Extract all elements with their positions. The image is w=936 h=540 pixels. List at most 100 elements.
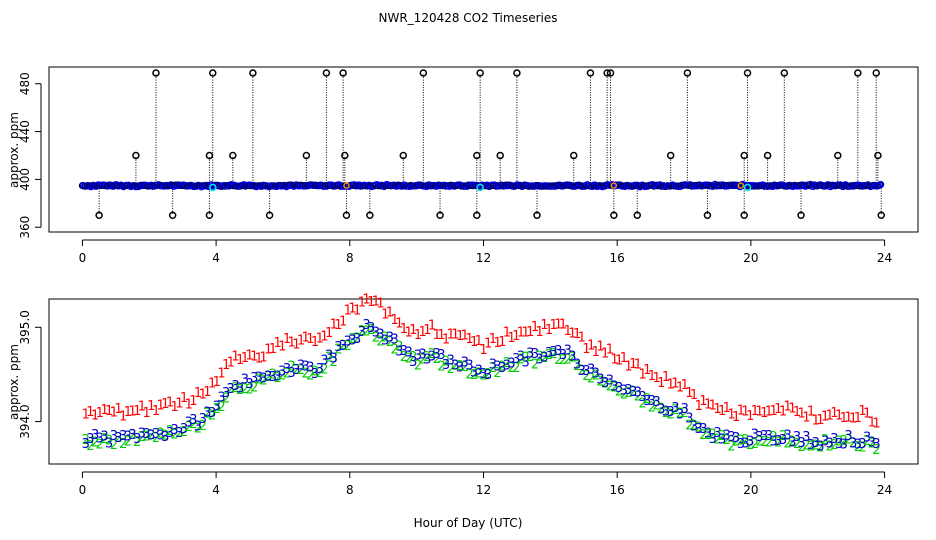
series-3-point: 3: [419, 348, 427, 363]
series-1-point: 1: [348, 301, 356, 316]
series-2-point: 2: [100, 432, 108, 447]
baseline-point-cyan: [476, 183, 484, 192]
series-1-point: 1: [671, 376, 679, 391]
series-3-point: 3: [161, 430, 169, 445]
series-2-point: 2: [316, 366, 324, 381]
spike-point-high: [496, 151, 504, 160]
series-3-point: 3: [812, 436, 820, 451]
spike-point-high: [606, 69, 615, 77]
series-2-point: 2: [339, 339, 347, 354]
series-3-point: 3: [713, 426, 721, 441]
series-3-point: 3: [292, 363, 300, 378]
series-1-point: 1: [765, 404, 773, 419]
top-y-tick-label: 360: [18, 216, 32, 239]
series-3-point: 3: [372, 325, 380, 340]
series-3-point: 3: [451, 359, 459, 374]
series-2-point: 2: [381, 331, 389, 346]
series-3-point: 3: [437, 348, 445, 363]
series-3-point: 3: [507, 357, 515, 372]
series-2-point: 2: [442, 355, 450, 370]
series-2-point: 2: [554, 353, 562, 368]
series-2-point: 2: [727, 439, 735, 454]
series-2-point: 2: [620, 388, 628, 403]
series-2-point: 2: [615, 384, 623, 399]
series-2-point: 2: [606, 380, 614, 395]
series-3-point: 3: [765, 429, 773, 444]
series-2-point: 2: [199, 419, 207, 434]
series-1-point: 1: [550, 318, 558, 333]
series-2-point: 2: [821, 433, 829, 448]
spike-point-high: [874, 151, 882, 160]
series-3-point: 3: [685, 411, 693, 426]
series-3-point: 3: [344, 334, 352, 349]
series-2-point: 2: [288, 360, 296, 375]
series-1-point: 1: [521, 326, 529, 341]
series-3-point: 3: [152, 427, 160, 442]
bottom-x-axis: 0 4 8 12 16 20 24: [79, 471, 892, 497]
series-3-point: 3: [185, 415, 193, 430]
series-2-point: 2: [217, 400, 225, 415]
series-3-point: 3: [662, 404, 670, 419]
series-3-point: 3: [362, 318, 370, 333]
series-1-point: 1: [156, 398, 164, 413]
series-2-point: 2: [367, 323, 375, 338]
series-1-point: 1: [451, 327, 459, 342]
series-3-point: 3: [615, 381, 623, 396]
series-3-point: 3: [311, 367, 319, 382]
series-3-point: 3: [203, 405, 211, 420]
top-y-axis-title: approx. ppm: [7, 112, 21, 188]
top-x-tick-label: 0: [79, 251, 87, 265]
series-1-point: 1: [264, 343, 272, 358]
series-2-point: 2: [596, 374, 604, 389]
series-3-point: 3: [840, 437, 848, 452]
series-1-point: 1: [629, 357, 637, 372]
series-3-point: 3: [358, 325, 366, 340]
series-2-point: 2: [849, 436, 857, 451]
series-1-point: 1: [395, 317, 403, 332]
series-3-point: 3: [114, 431, 122, 446]
series-2-point: 2: [676, 407, 684, 422]
series-1-point: 1: [142, 406, 150, 421]
series-1-point: 1: [774, 402, 782, 417]
series-3-point: 3: [550, 345, 558, 360]
series-1-point: 1: [615, 353, 623, 368]
series-1-point: 1: [489, 332, 497, 347]
series-1-point: 1: [578, 331, 586, 346]
series-3-point: 3: [624, 383, 632, 398]
series-3-point: 3: [325, 348, 333, 363]
top-y-axis: 360 400 440 480: [18, 72, 42, 239]
series-1-point: 1: [414, 328, 422, 343]
series-1-point: 1: [409, 323, 417, 338]
series-3-point: 3: [110, 429, 118, 444]
series-1-point: 1: [695, 399, 703, 414]
series-3-point: 3: [802, 430, 810, 445]
series-1-point: 1: [769, 404, 777, 419]
series-3-point: 3: [512, 352, 520, 367]
spike-point-high: [476, 69, 484, 77]
series-1-point: 1: [816, 413, 824, 428]
bottom-y-tick-label: 395.0: [18, 310, 32, 344]
series-2-point: 2: [816, 441, 824, 456]
series-1-point: 1: [709, 398, 717, 413]
series-2-point: 2: [255, 373, 263, 388]
series-2-point: 2: [320, 362, 328, 377]
spike-point-low: [342, 211, 351, 220]
series-2-point: 2: [133, 435, 141, 450]
series-1-point: 1: [844, 410, 852, 425]
top-x-tick-label: 16: [610, 251, 625, 265]
series-1-point: 1: [334, 318, 342, 333]
series-1-point: 1: [713, 402, 721, 417]
series-2-point: 2: [564, 352, 572, 367]
series-2-point: 2: [138, 430, 146, 445]
series-3-point: 3: [844, 429, 852, 444]
series-1-point: 1: [259, 351, 267, 366]
series-2-point: 2: [241, 382, 249, 397]
series-3-point: 3: [128, 428, 136, 443]
series-1-point: 1: [830, 406, 838, 421]
series-3-point: 3: [545, 346, 553, 361]
series-1-point: 1: [124, 405, 132, 420]
series-1-point: 1: [292, 337, 300, 352]
series-3-point: 3: [667, 405, 675, 420]
series-2-point: 2: [171, 427, 179, 442]
top-y-tick-label: 480: [18, 72, 32, 95]
